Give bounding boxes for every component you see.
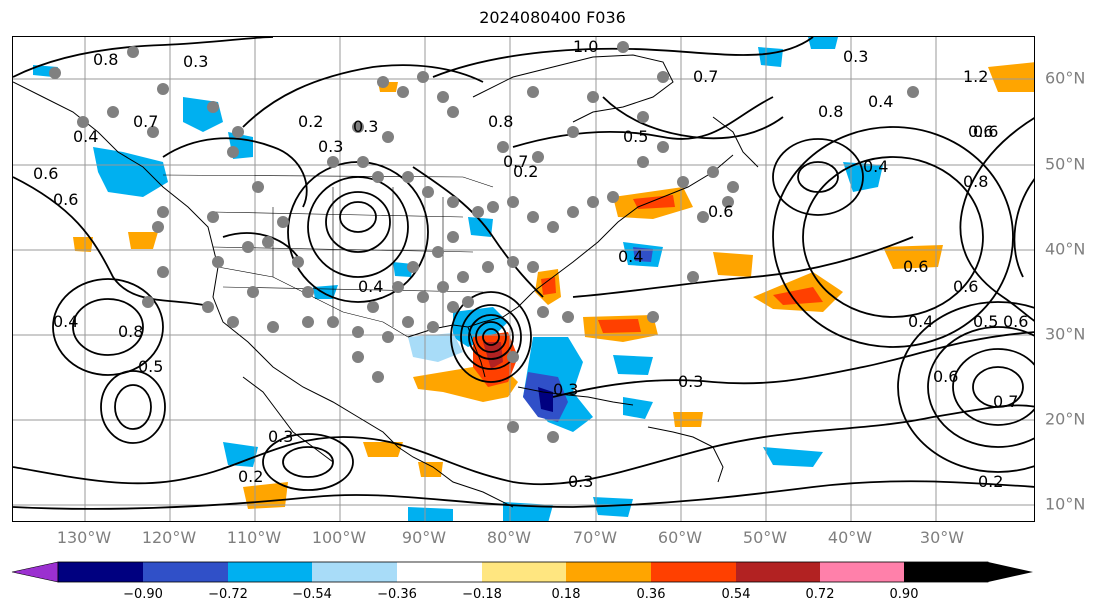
contour-label: 0.4 — [868, 92, 893, 111]
contour-label: 0.3 — [183, 52, 208, 71]
contour-label: 0.3 — [318, 137, 343, 156]
contour-label: 0.3 — [568, 472, 593, 491]
colorbar-segment — [482, 562, 566, 582]
contour-label: 0.6 — [708, 202, 733, 221]
contour-label: 0.4 — [908, 312, 933, 331]
colorbar — [11, 561, 1033, 583]
contour-label: 0.6 — [933, 367, 958, 386]
contour-label: 0.5 — [623, 127, 648, 146]
lon-label: 40°W — [827, 528, 873, 547]
contour-label: 0.4 — [618, 247, 643, 266]
contour-label: 0.4 — [358, 277, 383, 296]
contour-label: 0.3 — [353, 117, 378, 136]
contour-label: 1.2 — [963, 67, 988, 86]
station-dots — [49, 41, 919, 443]
lon-label: 110°W — [226, 528, 282, 547]
colorbar-tick: 0.36 — [636, 587, 666, 602]
colorbar-segment — [566, 562, 651, 582]
colorbar-tick: −0.54 — [292, 587, 332, 602]
contour-labels: 0.8 0.7 0.4 0.6 0.3 0.2 0.4 0.5 0.3 0.2 … — [33, 37, 1028, 491]
colorbar-segment — [651, 562, 736, 582]
lon-label: 80°W — [486, 528, 532, 547]
lat-label: 60°N — [1045, 68, 1086, 88]
lat-label: 40°N — [1045, 239, 1086, 259]
lat-label: 30°N — [1045, 324, 1086, 344]
contour-label: 0.7 — [993, 392, 1018, 411]
contour-label: 0.2 — [238, 467, 263, 486]
lon-label: 130°W — [56, 528, 112, 547]
contour-label: 0.6 — [903, 257, 928, 276]
contour-label: 0.7 — [503, 152, 528, 171]
contour-label: 0.6 — [953, 277, 978, 296]
contour-label: 0.4 — [53, 312, 78, 331]
contour-label: 0.6 — [973, 122, 998, 141]
lat-label: 20°N — [1045, 409, 1086, 429]
contour-label: 0.6 — [968, 122, 993, 141]
contour-label: 0.4 — [73, 127, 98, 146]
contour-label: 0.7 — [133, 112, 158, 131]
lon-label: 60°W — [657, 528, 703, 547]
positive-shading — [73, 62, 1034, 509]
lon-label: 100°W — [311, 528, 367, 547]
contour-label: 0.6 — [1003, 312, 1028, 331]
colorbar-segment — [228, 562, 312, 582]
borders — [162, 174, 494, 338]
colorbar-segment — [736, 562, 820, 582]
colorbar-tick: −0.90 — [123, 587, 163, 602]
contour-label: 0.2 — [298, 112, 323, 131]
lon-label: 70°W — [572, 528, 618, 547]
map-svg: 0.8 0.7 0.4 0.6 0.3 0.2 0.4 0.5 0.3 0.2 … — [13, 37, 1034, 521]
colorbar-segment — [58, 562, 143, 582]
contour-label: 0.2 — [978, 472, 1003, 491]
colorbar-extend-high — [904, 562, 1033, 582]
colorbar-tick: 0.54 — [721, 587, 751, 602]
contour-label: 0.3 — [678, 372, 703, 391]
contour-label: 0.6 — [53, 190, 78, 209]
colorbar-tick: 0.18 — [551, 587, 581, 602]
contour-label: 0.8 — [118, 322, 143, 341]
colorbar-segment — [312, 562, 397, 582]
colorbar-extend-low — [11, 561, 59, 583]
figure-title: 2024080400 F036 — [479, 8, 626, 27]
contour-label: 0.3 — [843, 47, 868, 66]
colorbar-segment — [397, 562, 482, 582]
contour-label: 0.4 — [863, 157, 888, 176]
contour-label: 0.6 — [33, 164, 58, 183]
coastlines — [13, 54, 759, 508]
contour-label: 0.5 — [973, 312, 998, 331]
lon-label: 50°W — [742, 528, 788, 547]
contour-label: 0.8 — [488, 112, 513, 131]
colorbar-tick: −0.18 — [462, 587, 502, 602]
colorbar-segment — [143, 562, 228, 582]
colorbar-segment — [820, 562, 904, 582]
contour-label: 0.3 — [268, 427, 293, 446]
contour-label: 0.8 — [818, 102, 843, 121]
contour-label: 0.3 — [553, 380, 578, 399]
lon-label: 30°W — [919, 528, 965, 547]
map-panel: 0.8 0.7 0.4 0.6 0.3 0.2 0.4 0.5 0.3 0.2 … — [12, 36, 1035, 522]
contour-label: 0.2 — [513, 162, 538, 181]
colorbar-tick: 0.90 — [889, 587, 919, 602]
graticule — [13, 37, 1034, 521]
contour-label: 0.8 — [93, 50, 118, 69]
lon-label: 90°W — [401, 528, 447, 547]
colorbar-tick: 0.72 — [805, 587, 835, 602]
colorbar-tick: −0.72 — [208, 587, 248, 602]
contour-label: 0.8 — [963, 172, 988, 191]
lat-label: 10°N — [1045, 494, 1086, 514]
contour-label: 0.7 — [693, 67, 718, 86]
contour-label: 0.5 — [138, 357, 163, 376]
contours — [13, 37, 1034, 510]
colorbar-tick: −0.36 — [377, 587, 417, 602]
contour-label: 1.0 — [573, 37, 598, 56]
negative-shading — [33, 37, 883, 521]
lon-label: 120°W — [141, 528, 197, 547]
lat-label: 50°N — [1045, 154, 1086, 174]
